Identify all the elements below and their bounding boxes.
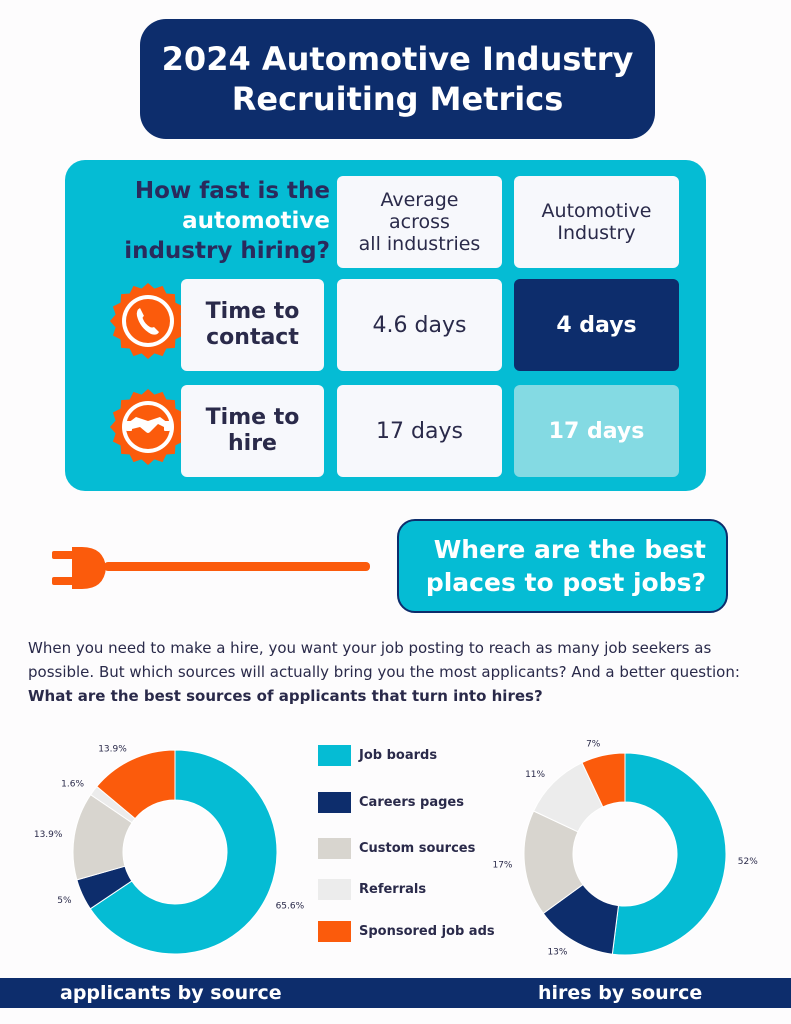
legend-label: Careers pages [359, 795, 464, 810]
row-2-label-line-2: hire [228, 431, 277, 456]
title-line-1: 2024 Automotive Industry [161, 40, 634, 78]
title-line-2: Recruiting Metrics [231, 80, 564, 118]
question-line-1: How fast is the [134, 178, 330, 204]
phone-icon [110, 283, 186, 359]
row-label-time-to-contact: Time to contact [181, 279, 324, 371]
legend-swatch [318, 879, 351, 900]
slice-label: 5% [57, 896, 72, 906]
legend-swatch [318, 838, 351, 859]
slice-sponsored-job-ads [96, 749, 176, 820]
page-title: 2024 Automotive Industry Recruiting Metr… [140, 19, 655, 139]
slice-label: 1.6% [61, 779, 84, 789]
legend-label: Job boards [359, 748, 438, 763]
applicants-by-source-chart: 65.6% 5% 13.9% 1.6% 13.9% [34, 745, 305, 955]
legend-label: Custom sources [359, 841, 476, 856]
handshake-icon [110, 389, 186, 465]
contact-automotive-value: 4 days [514, 279, 679, 371]
legend-item-job-boards: Job boards [318, 745, 437, 766]
slice-label: 13.9% [98, 745, 127, 755]
row-label-time-to-hire: Time to hire [181, 385, 324, 477]
slice-label: 52% [738, 857, 758, 867]
places-heading: Where are the best places to post jobs? [397, 519, 728, 613]
header-avg-line-1: Average [380, 189, 459, 211]
slice-label: 13% [547, 947, 567, 957]
legend-item-sponsored-job-ads: Sponsored job ads [318, 921, 495, 942]
slice-job-boards [611, 752, 727, 956]
legend-item-custom-sources: Custom sources [318, 838, 475, 859]
header-avg-line-3: all industries [358, 233, 481, 255]
legend-item-referrals: Referrals [318, 879, 426, 900]
header-avg-line-2: across [389, 211, 450, 233]
places-line-2: places to post jobs? [425, 568, 706, 597]
slice-label: 65.6% [276, 902, 305, 912]
hires-by-source-chart: 52% 13% 17% 11% 7% [492, 740, 758, 958]
column-header-automotive: Automotive Industry [514, 176, 679, 268]
hire-average-value: 17 days [337, 385, 502, 477]
places-line-1: Where are the best [433, 535, 706, 564]
slice-label: 11% [525, 770, 545, 780]
plug-icon [52, 547, 370, 589]
header-auto-line-2: Industry [557, 222, 636, 244]
legend-swatch [318, 745, 351, 766]
intro-text: When you need to make a hire, you want y… [28, 639, 740, 681]
contact-average-value: 4.6 days [337, 279, 502, 371]
intro-paragraph: When you need to make a hire, you want y… [28, 636, 773, 708]
legend-label: Sponsored job ads [359, 924, 495, 939]
header-auto-line-1: Automotive [541, 200, 652, 222]
footer-applicants-label: applicants by source [60, 982, 282, 1004]
column-header-average: Average across all industries [337, 176, 502, 268]
slice-job-boards [89, 749, 278, 955]
slice-label: 13.9% [34, 830, 63, 840]
slice-label: 17% [492, 861, 512, 871]
row-1-label-line-2: contact [206, 325, 299, 350]
hiring-speed-question: How fast is the automotive industry hiri… [100, 176, 330, 266]
row-1-label-line-1: Time to [205, 299, 300, 324]
slice-sponsored-job-ads [581, 752, 626, 808]
legend-swatch [318, 921, 351, 942]
legend-swatch [318, 792, 351, 813]
question-line-2: automotive [182, 208, 330, 234]
question-line-3: industry hiring? [124, 238, 330, 264]
hire-automotive-value: 17 days [514, 385, 679, 477]
footer-bar [0, 978, 791, 1008]
legend-item-careers-pages: Careers pages [318, 792, 464, 813]
footer-hires-label: hires by source [538, 982, 703, 1004]
row-2-label-line-1: Time to [205, 405, 300, 430]
intro-bold-question: What are the best sources of applicants … [28, 687, 543, 705]
legend-label: Referrals [359, 882, 427, 897]
slice-label: 7% [586, 740, 601, 750]
